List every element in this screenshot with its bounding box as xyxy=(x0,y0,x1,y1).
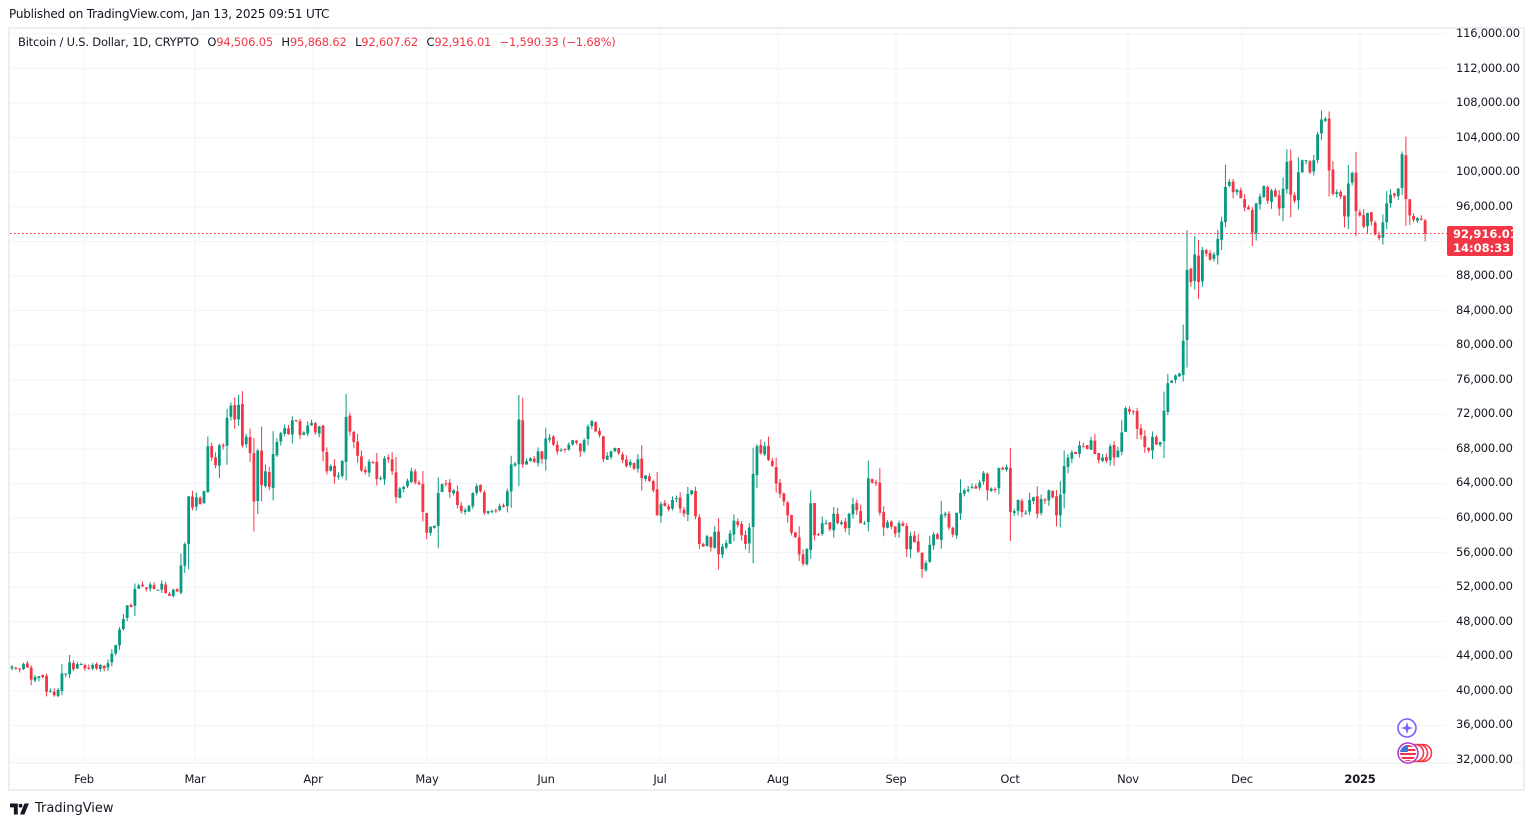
time-axis-label: Feb xyxy=(74,772,94,786)
footer-brand-name: TradingView xyxy=(35,801,114,816)
time-axis-label: Apr xyxy=(303,772,323,786)
bar-countdown: 14:08:33 xyxy=(1453,241,1511,255)
close-value: 92,916.01 xyxy=(434,35,492,49)
change-value: −1,590.33 (−1.68%) xyxy=(499,35,616,49)
price-axis-label: 88,000.00 xyxy=(1456,268,1513,282)
price-axis-label: 96,000.00 xyxy=(1456,198,1513,213)
chart-frame xyxy=(8,27,1525,791)
high-value: 95,868.62 xyxy=(289,35,347,49)
price-axis-label: 40,000.00 xyxy=(1456,682,1513,697)
economic-events-icon[interactable] xyxy=(1395,741,1435,765)
low-value: 92,607.62 xyxy=(361,35,419,49)
time-axis-label: 2025 xyxy=(1344,772,1376,786)
published-caption: Published on TradingView.com, Jan 13, 20… xyxy=(9,7,330,21)
price-axis-label: 104,000.00 xyxy=(1456,129,1520,144)
footer-branding: TradingView xyxy=(10,801,114,816)
last-price-value: 92,916.01 xyxy=(1453,227,1518,241)
price-axis-label: 48,000.00 xyxy=(1456,613,1513,628)
time-axis-label: Jun xyxy=(537,772,555,786)
last-price-tag: 92,916.01 14:08:33 xyxy=(1447,226,1518,256)
time-axis-label: May xyxy=(415,772,439,786)
price-axis-label: 60,000.00 xyxy=(1456,510,1513,524)
time-axis-label: Dec xyxy=(1231,772,1253,786)
price-axis-label: 112,000.00 xyxy=(1456,60,1520,75)
tradingview-logo-icon xyxy=(10,802,29,815)
price-axis-label: 116,000.00 xyxy=(1456,26,1520,40)
high-label: H xyxy=(281,35,290,49)
price-axis-label: 64,000.00 xyxy=(1456,475,1513,490)
price-axis-label: 84,000.00 xyxy=(1456,302,1513,317)
price-axis-label: 80,000.00 xyxy=(1456,337,1513,352)
open-value: 94,506.05 xyxy=(216,35,273,49)
close-label: C xyxy=(426,35,435,49)
time-axis-label: Aug xyxy=(767,772,789,786)
time-axis-label: Oct xyxy=(1000,772,1020,786)
open-label: O xyxy=(207,35,217,49)
time-axis-label: Jul xyxy=(653,772,667,786)
time-axis-label: Nov xyxy=(1117,772,1139,786)
price-axis-label: 76,000.00 xyxy=(1456,371,1513,386)
time-axis-label: Mar xyxy=(184,772,206,786)
ideas-icon[interactable] xyxy=(1396,717,1418,739)
price-axis-label: 72,000.00 xyxy=(1456,406,1513,421)
time-axis-label: Sep xyxy=(885,772,907,786)
price-axis-label: 100,000.00 xyxy=(1456,164,1520,179)
price-axis-label: 108,000.00 xyxy=(1456,95,1520,110)
price-axis-label: 32,000.00 xyxy=(1456,752,1513,766)
symbol-legend: Bitcoin / U.S. Dollar, 1D, CRYPTO O94,50… xyxy=(18,35,616,49)
price-axis-label: 36,000.00 xyxy=(1456,717,1513,732)
price-axis-label: 56,000.00 xyxy=(1456,544,1513,559)
price-axis-label: 68,000.00 xyxy=(1456,440,1513,455)
price-axis-label: 44,000.00 xyxy=(1456,648,1513,663)
low-label: L xyxy=(355,35,362,49)
price-axis-label: 52,000.00 xyxy=(1456,579,1513,594)
symbol-name: Bitcoin / U.S. Dollar, 1D, CRYPTO xyxy=(18,35,199,49)
